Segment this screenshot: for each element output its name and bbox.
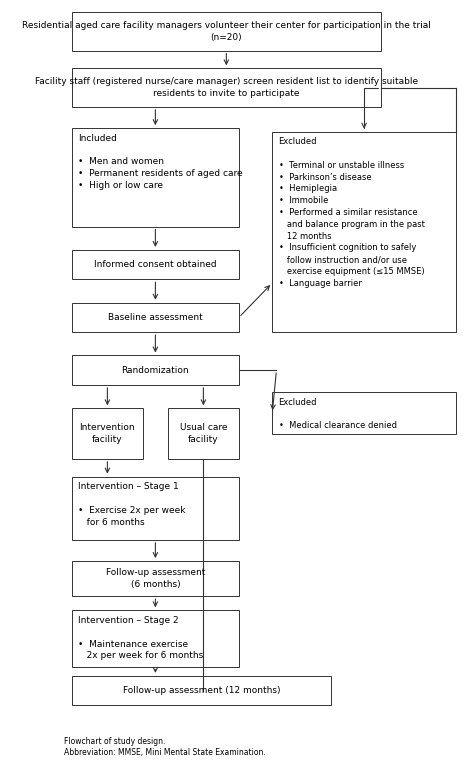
FancyBboxPatch shape (72, 128, 239, 227)
Text: Facility staff (registered nurse/care manager) screen resident list to identify : Facility staff (registered nurse/care ma… (35, 77, 418, 98)
FancyBboxPatch shape (72, 477, 239, 540)
FancyBboxPatch shape (72, 561, 239, 596)
FancyBboxPatch shape (72, 68, 381, 107)
FancyBboxPatch shape (72, 356, 239, 385)
Text: Intervention – Stage 2

•  Maintenance exercise
   2x per week for 6 months: Intervention – Stage 2 • Maintenance exe… (78, 616, 203, 660)
Text: Residential aged care facility managers volunteer their center for participation: Residential aged care facility managers … (22, 21, 431, 42)
FancyBboxPatch shape (168, 408, 239, 459)
Text: Excluded

•  Terminal or unstable illness
•  Parkinson’s disease
•  Hemiplegia
•: Excluded • Terminal or unstable illness … (279, 137, 424, 288)
FancyBboxPatch shape (72, 610, 239, 667)
FancyBboxPatch shape (272, 392, 456, 434)
Text: Follow-up assessment (12 months): Follow-up assessment (12 months) (123, 686, 280, 695)
Text: Flowchart of study design.: Flowchart of study design. (64, 737, 165, 746)
Text: Included

•  Men and women
•  Permanent residents of aged care
•  High or low ca: Included • Men and women • Permanent res… (78, 134, 243, 190)
Text: Intervention – Stage 1

•  Exercise 2x per week
   for 6 months: Intervention – Stage 1 • Exercise 2x per… (78, 482, 186, 526)
FancyBboxPatch shape (72, 676, 331, 705)
Text: Informed consent obtained: Informed consent obtained (94, 260, 217, 269)
FancyBboxPatch shape (72, 12, 381, 50)
Text: Intervention
facility: Intervention facility (80, 423, 135, 444)
Text: Abbreviation: MMSE, Mini Mental State Examination.: Abbreviation: MMSE, Mini Mental State Ex… (64, 748, 265, 757)
Text: Usual care
facility: Usual care facility (180, 423, 227, 444)
Text: Baseline assessment: Baseline assessment (108, 313, 203, 322)
FancyBboxPatch shape (72, 408, 143, 459)
FancyBboxPatch shape (72, 250, 239, 279)
FancyBboxPatch shape (272, 131, 456, 332)
FancyBboxPatch shape (72, 303, 239, 332)
Text: Follow-up assessment
(6 months): Follow-up assessment (6 months) (106, 568, 205, 589)
Text: Randomization: Randomization (121, 365, 189, 375)
Text: Excluded

•  Medical clearance denied: Excluded • Medical clearance denied (279, 398, 397, 430)
